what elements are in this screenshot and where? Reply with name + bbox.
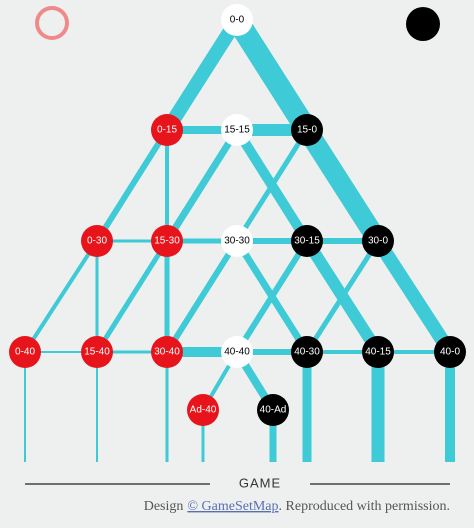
score-label: 40-30 xyxy=(294,347,320,358)
player-a-marker xyxy=(35,6,69,40)
flow-edge xyxy=(227,14,317,136)
flow-edge xyxy=(304,239,381,354)
score-node xyxy=(81,336,113,368)
score-node xyxy=(151,225,183,257)
score-node xyxy=(291,114,323,146)
score-node xyxy=(221,336,253,368)
nodes: 0-0 0-15 15-15 15-0 0-30 15-30 30-30 30-15 30-0 0… xyxy=(9,4,466,426)
score-node xyxy=(221,114,253,146)
flow-edge xyxy=(164,239,240,354)
score-node xyxy=(257,394,289,426)
flow-edge xyxy=(94,239,170,354)
score-node xyxy=(221,225,253,257)
credit: Design © GameSetMap. Reproduced with perm… xyxy=(144,499,450,514)
flow-edge xyxy=(23,239,99,354)
score-label: 30-40 xyxy=(154,347,180,358)
score-label: 0-30 xyxy=(87,236,107,247)
score-label: 40-15 xyxy=(365,347,391,358)
flow-edge xyxy=(164,128,240,243)
credit-suffix: . Reproduced with permission. xyxy=(279,499,450,514)
score-label: 40-Ad xyxy=(260,405,287,416)
flow-edge xyxy=(94,128,170,243)
score-label: 30-30 xyxy=(224,236,250,247)
credit-link[interactable]: © GameSetMap xyxy=(187,499,278,514)
score-label: 15-30 xyxy=(154,236,180,247)
score-label: Ad-40 xyxy=(190,405,217,416)
score-label: 30-0 xyxy=(368,236,388,247)
score-label: 0-40 xyxy=(15,347,35,358)
score-label: 40-0 xyxy=(440,347,460,358)
score-label: 15-0 xyxy=(297,125,317,136)
score-node xyxy=(187,394,219,426)
score-label: 0-0 xyxy=(230,15,245,26)
score-node xyxy=(81,225,113,257)
score-node xyxy=(291,225,323,257)
score-node xyxy=(291,336,323,368)
score-label: 30-15 xyxy=(294,236,320,247)
score-node xyxy=(362,336,394,368)
flow-edge xyxy=(234,239,310,354)
score-node xyxy=(151,114,183,146)
player-b-marker xyxy=(406,7,440,41)
footer-heading: GAME xyxy=(239,475,281,490)
flow-edge xyxy=(234,128,310,243)
score-label: 15-15 xyxy=(224,125,250,136)
flow-edge xyxy=(161,16,243,134)
score-node xyxy=(151,336,183,368)
score-node xyxy=(221,4,253,36)
score-node xyxy=(9,336,41,368)
flow-edge xyxy=(298,124,387,247)
credit-prefix: Design xyxy=(144,499,184,514)
score-label: 40-40 xyxy=(224,347,250,358)
score-label: 15-40 xyxy=(84,347,110,358)
score-node xyxy=(434,336,466,368)
flow-edge xyxy=(372,237,456,356)
score-label: 0-15 xyxy=(157,125,177,136)
score-node xyxy=(362,225,394,257)
